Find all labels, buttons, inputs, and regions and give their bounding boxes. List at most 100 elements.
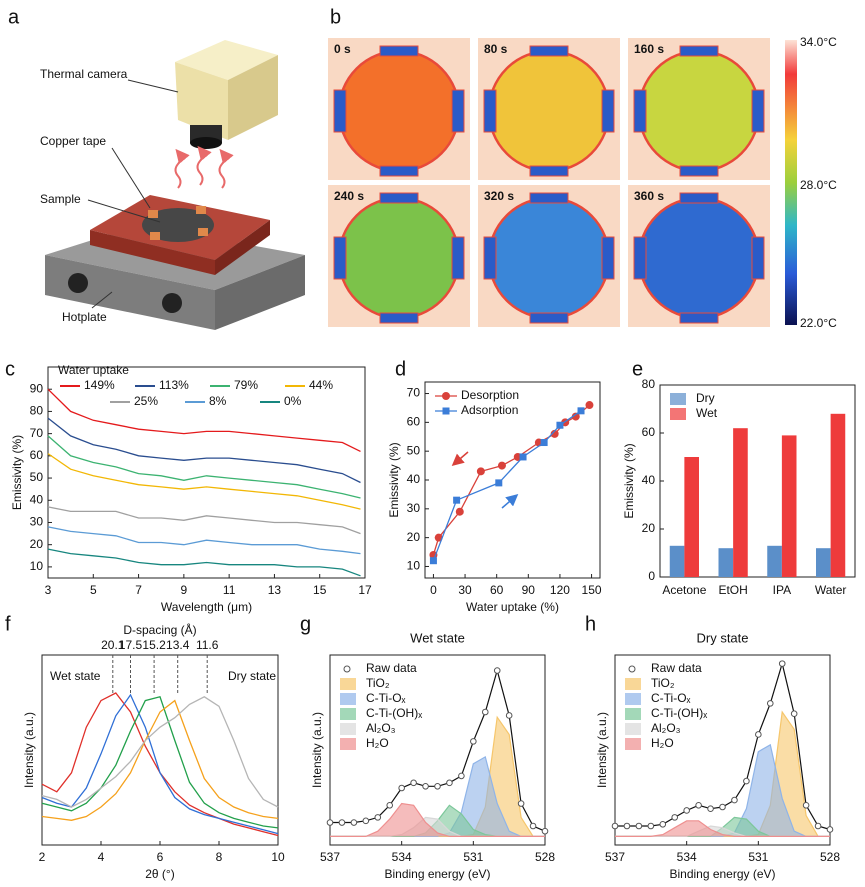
x-tick-label: 120 — [550, 583, 570, 597]
copper-tab — [333, 89, 347, 133]
raw-point — [766, 700, 774, 707]
time-label: 360 s — [634, 189, 664, 203]
legend-swatch — [340, 693, 356, 705]
marker — [497, 461, 506, 470]
series-line — [432, 410, 582, 561]
area-fill — [615, 712, 830, 837]
copper-tab — [679, 312, 719, 324]
raw-point — [481, 708, 489, 716]
thermal-sample — [337, 49, 461, 173]
legend-label: Al₂O₃ — [366, 721, 396, 735]
component-line — [330, 802, 545, 837]
colorbar — [785, 40, 797, 325]
series-line — [432, 404, 590, 556]
x-tick-label: 4 — [98, 850, 105, 864]
copper-tab — [451, 89, 465, 133]
legend-swatch — [340, 738, 356, 750]
y-tick-label: 70 — [30, 426, 44, 440]
top-axis-title: D-spacing (Å) — [123, 622, 196, 637]
raw-point — [790, 710, 798, 718]
copper-tab — [529, 45, 569, 57]
panel-label: h — [585, 613, 596, 635]
chart-title: Dry state — [696, 630, 748, 645]
x-tick-label: 9 — [181, 583, 188, 597]
legend-title: Water uptake — [58, 363, 129, 377]
legend-label: H₂O — [651, 736, 674, 750]
top-tick-label: 17.5 — [119, 638, 143, 652]
legend-swatch — [670, 408, 686, 420]
legend-label: 44% — [309, 378, 333, 392]
x-tick-label: IPA — [773, 583, 791, 597]
y-axis-title: Emissivity (%) — [622, 443, 636, 518]
y-tick-label: 60 — [407, 415, 421, 429]
x-tick-label: 534 — [677, 850, 697, 864]
copper-tab — [633, 236, 647, 280]
copper-tab — [679, 45, 719, 57]
copper-tab — [529, 312, 569, 324]
x-tick-label: 5 — [90, 583, 97, 597]
raw-point — [743, 777, 750, 785]
legend-swatch — [340, 678, 356, 690]
y-tick-label: 30 — [407, 501, 421, 515]
copper-tab — [451, 236, 465, 280]
marker — [455, 507, 464, 516]
legend-label: TiO₂ — [366, 676, 390, 690]
y-tick-label: 20 — [407, 530, 421, 544]
x-tick-label: 531 — [463, 850, 483, 864]
chart-title: Wet state — [410, 630, 465, 645]
legend-swatch — [625, 678, 641, 690]
legend-label: 79% — [234, 378, 258, 392]
copper-tab — [751, 236, 765, 280]
bar — [781, 435, 797, 577]
legend-label: C-Ti-(OH)ₓ — [366, 706, 422, 720]
y-tick-label: 40 — [30, 492, 44, 506]
area-fill — [615, 744, 830, 837]
annotation: Wet state — [50, 669, 101, 683]
copper-tab — [529, 165, 569, 177]
marker — [429, 557, 437, 565]
marker — [556, 421, 564, 429]
raw-point — [458, 772, 465, 780]
time-label: 80 s — [484, 42, 508, 56]
panel-label: g — [300, 613, 311, 635]
thermal-sample — [637, 49, 761, 173]
y-tick-label: 0 — [648, 569, 655, 583]
time-label: 0 s — [334, 42, 351, 56]
plot-frame — [614, 654, 831, 846]
bar — [733, 428, 748, 577]
marker — [519, 453, 527, 461]
y-axis-title: Emissivity (%) — [10, 435, 24, 510]
x-tick-label: 17 — [358, 583, 372, 597]
colorbar-label: 28.0°C — [800, 178, 837, 192]
x-tick-label: 15 — [313, 583, 327, 597]
y-tick-label: 30 — [30, 515, 44, 529]
series-line — [47, 453, 361, 510]
panel-label: a — [8, 6, 20, 28]
trend-arrow — [451, 451, 469, 466]
y-tick-label: 40 — [642, 473, 656, 487]
legend-label: 0% — [284, 394, 302, 408]
y-tick-label: 10 — [30, 559, 44, 573]
raw-point — [434, 782, 441, 790]
copper-tab — [379, 312, 419, 324]
y-axis-title: Intensity (a.u.) — [22, 712, 36, 788]
y-axis-title: Intensity (a.u.) — [310, 712, 324, 788]
legend-label: 149% — [84, 378, 115, 392]
marker — [495, 479, 503, 487]
raw-point — [446, 779, 453, 787]
x-tick-label: 531 — [748, 850, 768, 864]
copper-tab — [601, 89, 615, 133]
legend-label: C-Ti-Oₓ — [651, 691, 691, 705]
series-line — [47, 548, 361, 577]
copper-tab — [633, 89, 647, 133]
x-tick-label: EtOH — [718, 583, 747, 597]
legend-swatch — [340, 723, 356, 735]
panel-label: f — [5, 613, 11, 635]
panel-label: e — [632, 358, 643, 380]
colorbar-label: 34.0°C — [800, 35, 837, 49]
raw-point — [683, 807, 690, 814]
y-tick-label: 20 — [30, 537, 44, 551]
series-line — [41, 699, 279, 821]
x-tick-label: 7 — [135, 583, 142, 597]
